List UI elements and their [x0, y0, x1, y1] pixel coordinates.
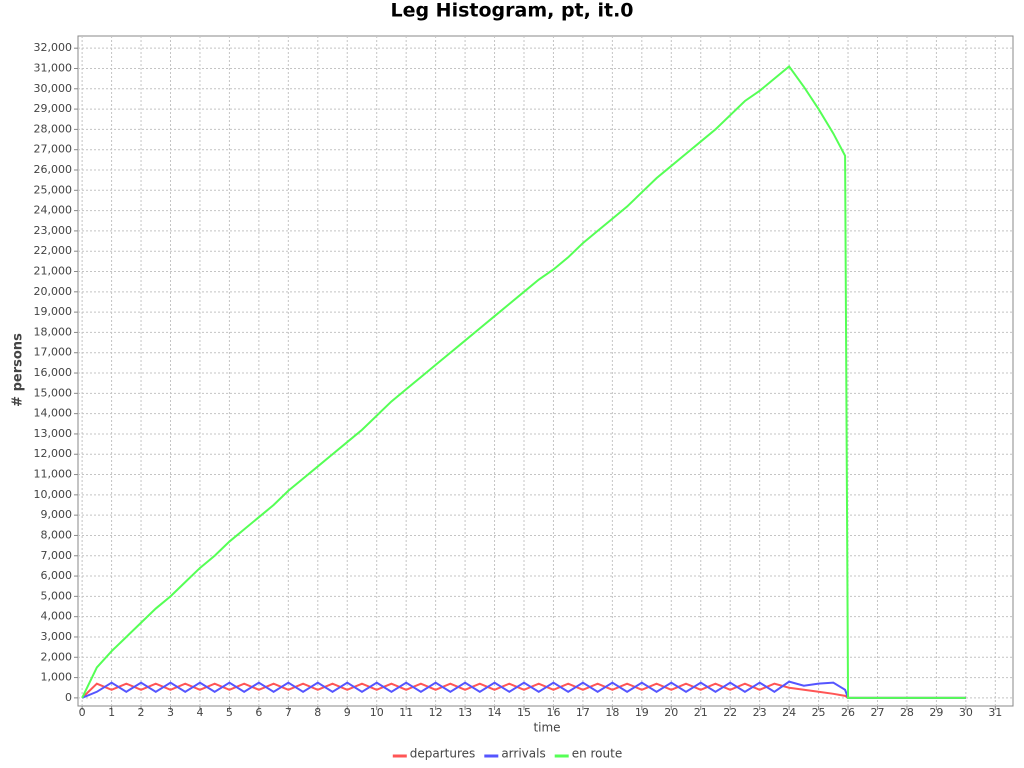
y-tick-label: 7,000: [41, 549, 73, 562]
y-tick-label: 4,000: [41, 610, 73, 623]
y-tick-label: 19,000: [34, 305, 73, 318]
x-tick-label: 2: [138, 706, 145, 719]
x-tick-label: 26: [841, 706, 855, 719]
y-tick-label: 8,000: [41, 528, 73, 541]
x-tick-label: 30: [959, 706, 973, 719]
y-tick-label: 27,000: [34, 143, 73, 156]
y-tick-label: 14,000: [34, 407, 73, 420]
x-tick-label: 22: [723, 706, 737, 719]
y-tick-label: 17,000: [34, 346, 73, 359]
x-tick-label: 16: [546, 706, 560, 719]
y-tick-label: 23,000: [34, 224, 73, 237]
y-tick-label: 9,000: [41, 508, 73, 521]
x-tick-label: 20: [664, 706, 678, 719]
x-tick-label: 7: [285, 706, 292, 719]
x-axis-label: time: [533, 721, 560, 735]
y-tick-label: 16,000: [34, 366, 73, 379]
y-tick-label: 15,000: [34, 386, 73, 399]
x-tick-label: 17: [576, 706, 590, 719]
y-tick-label: 5,000: [41, 589, 73, 602]
legend-label: en route: [572, 747, 623, 761]
y-tick-label: 11,000: [34, 468, 73, 481]
y-tick-label: 26,000: [34, 163, 73, 176]
y-axis-label: # persons: [11, 333, 26, 407]
x-tick-label: 12: [429, 706, 443, 719]
y-tick-label: 18,000: [34, 325, 73, 338]
x-tick-label: 24: [782, 706, 796, 719]
x-tick-label: 29: [929, 706, 943, 719]
y-tick-label: 31,000: [34, 61, 73, 74]
x-tick-label: 15: [517, 706, 531, 719]
x-tick-label: 9: [344, 706, 351, 719]
y-tick-label: 10,000: [34, 488, 73, 501]
y-tick-label: 2,000: [41, 650, 73, 663]
y-tick-label: 30,000: [34, 82, 73, 95]
x-tick-label: 28: [900, 706, 914, 719]
y-tick-label: 20,000: [34, 285, 73, 298]
legend-label: arrivals: [501, 747, 545, 761]
x-tick-label: 25: [812, 706, 826, 719]
chart-title: Leg Histogram, pt, it.0: [390, 0, 633, 22]
series-line: [81, 65, 966, 699]
series-line: [81, 680, 966, 699]
y-tick-label: 21,000: [34, 265, 73, 278]
x-tick-label: 6: [255, 706, 262, 719]
x-tick-label: 10: [370, 706, 384, 719]
y-tick-label: 13,000: [34, 427, 73, 440]
y-tick-label: 6,000: [41, 569, 73, 582]
x-tick-label: 4: [196, 706, 203, 719]
y-tick-label: 25,000: [34, 183, 73, 196]
y-tick-label: 3,000: [41, 630, 73, 643]
x-tick-label: 21: [694, 706, 708, 719]
x-tick-label: 8: [314, 706, 321, 719]
y-tick-label: 24,000: [34, 204, 73, 217]
y-tick-label: 28,000: [34, 122, 73, 135]
x-tick-label: 0: [79, 706, 86, 719]
y-tick-label: 1,000: [41, 671, 73, 684]
x-tick-label: 11: [399, 706, 413, 719]
x-tick-label: 27: [870, 706, 884, 719]
plot-area: [77, 35, 1014, 707]
x-tick-label: 31: [988, 706, 1002, 719]
x-tick-label: 5: [226, 706, 233, 719]
x-tick-label: 23: [753, 706, 767, 719]
y-tick-label: 0: [65, 691, 72, 704]
x-tick-label: 18: [605, 706, 619, 719]
x-tick-label: 3: [167, 706, 174, 719]
x-tick-label: 13: [458, 706, 472, 719]
x-tick-label: 19: [635, 706, 649, 719]
y-tick-label: 32,000: [34, 41, 73, 54]
y-tick-label: 22,000: [34, 244, 73, 257]
y-tick-label: 12,000: [34, 447, 73, 460]
y-tick-label: 29,000: [34, 102, 73, 115]
legend-label: departures: [410, 747, 476, 761]
x-tick-label: 14: [488, 706, 502, 719]
x-tick-label: 1: [108, 706, 115, 719]
